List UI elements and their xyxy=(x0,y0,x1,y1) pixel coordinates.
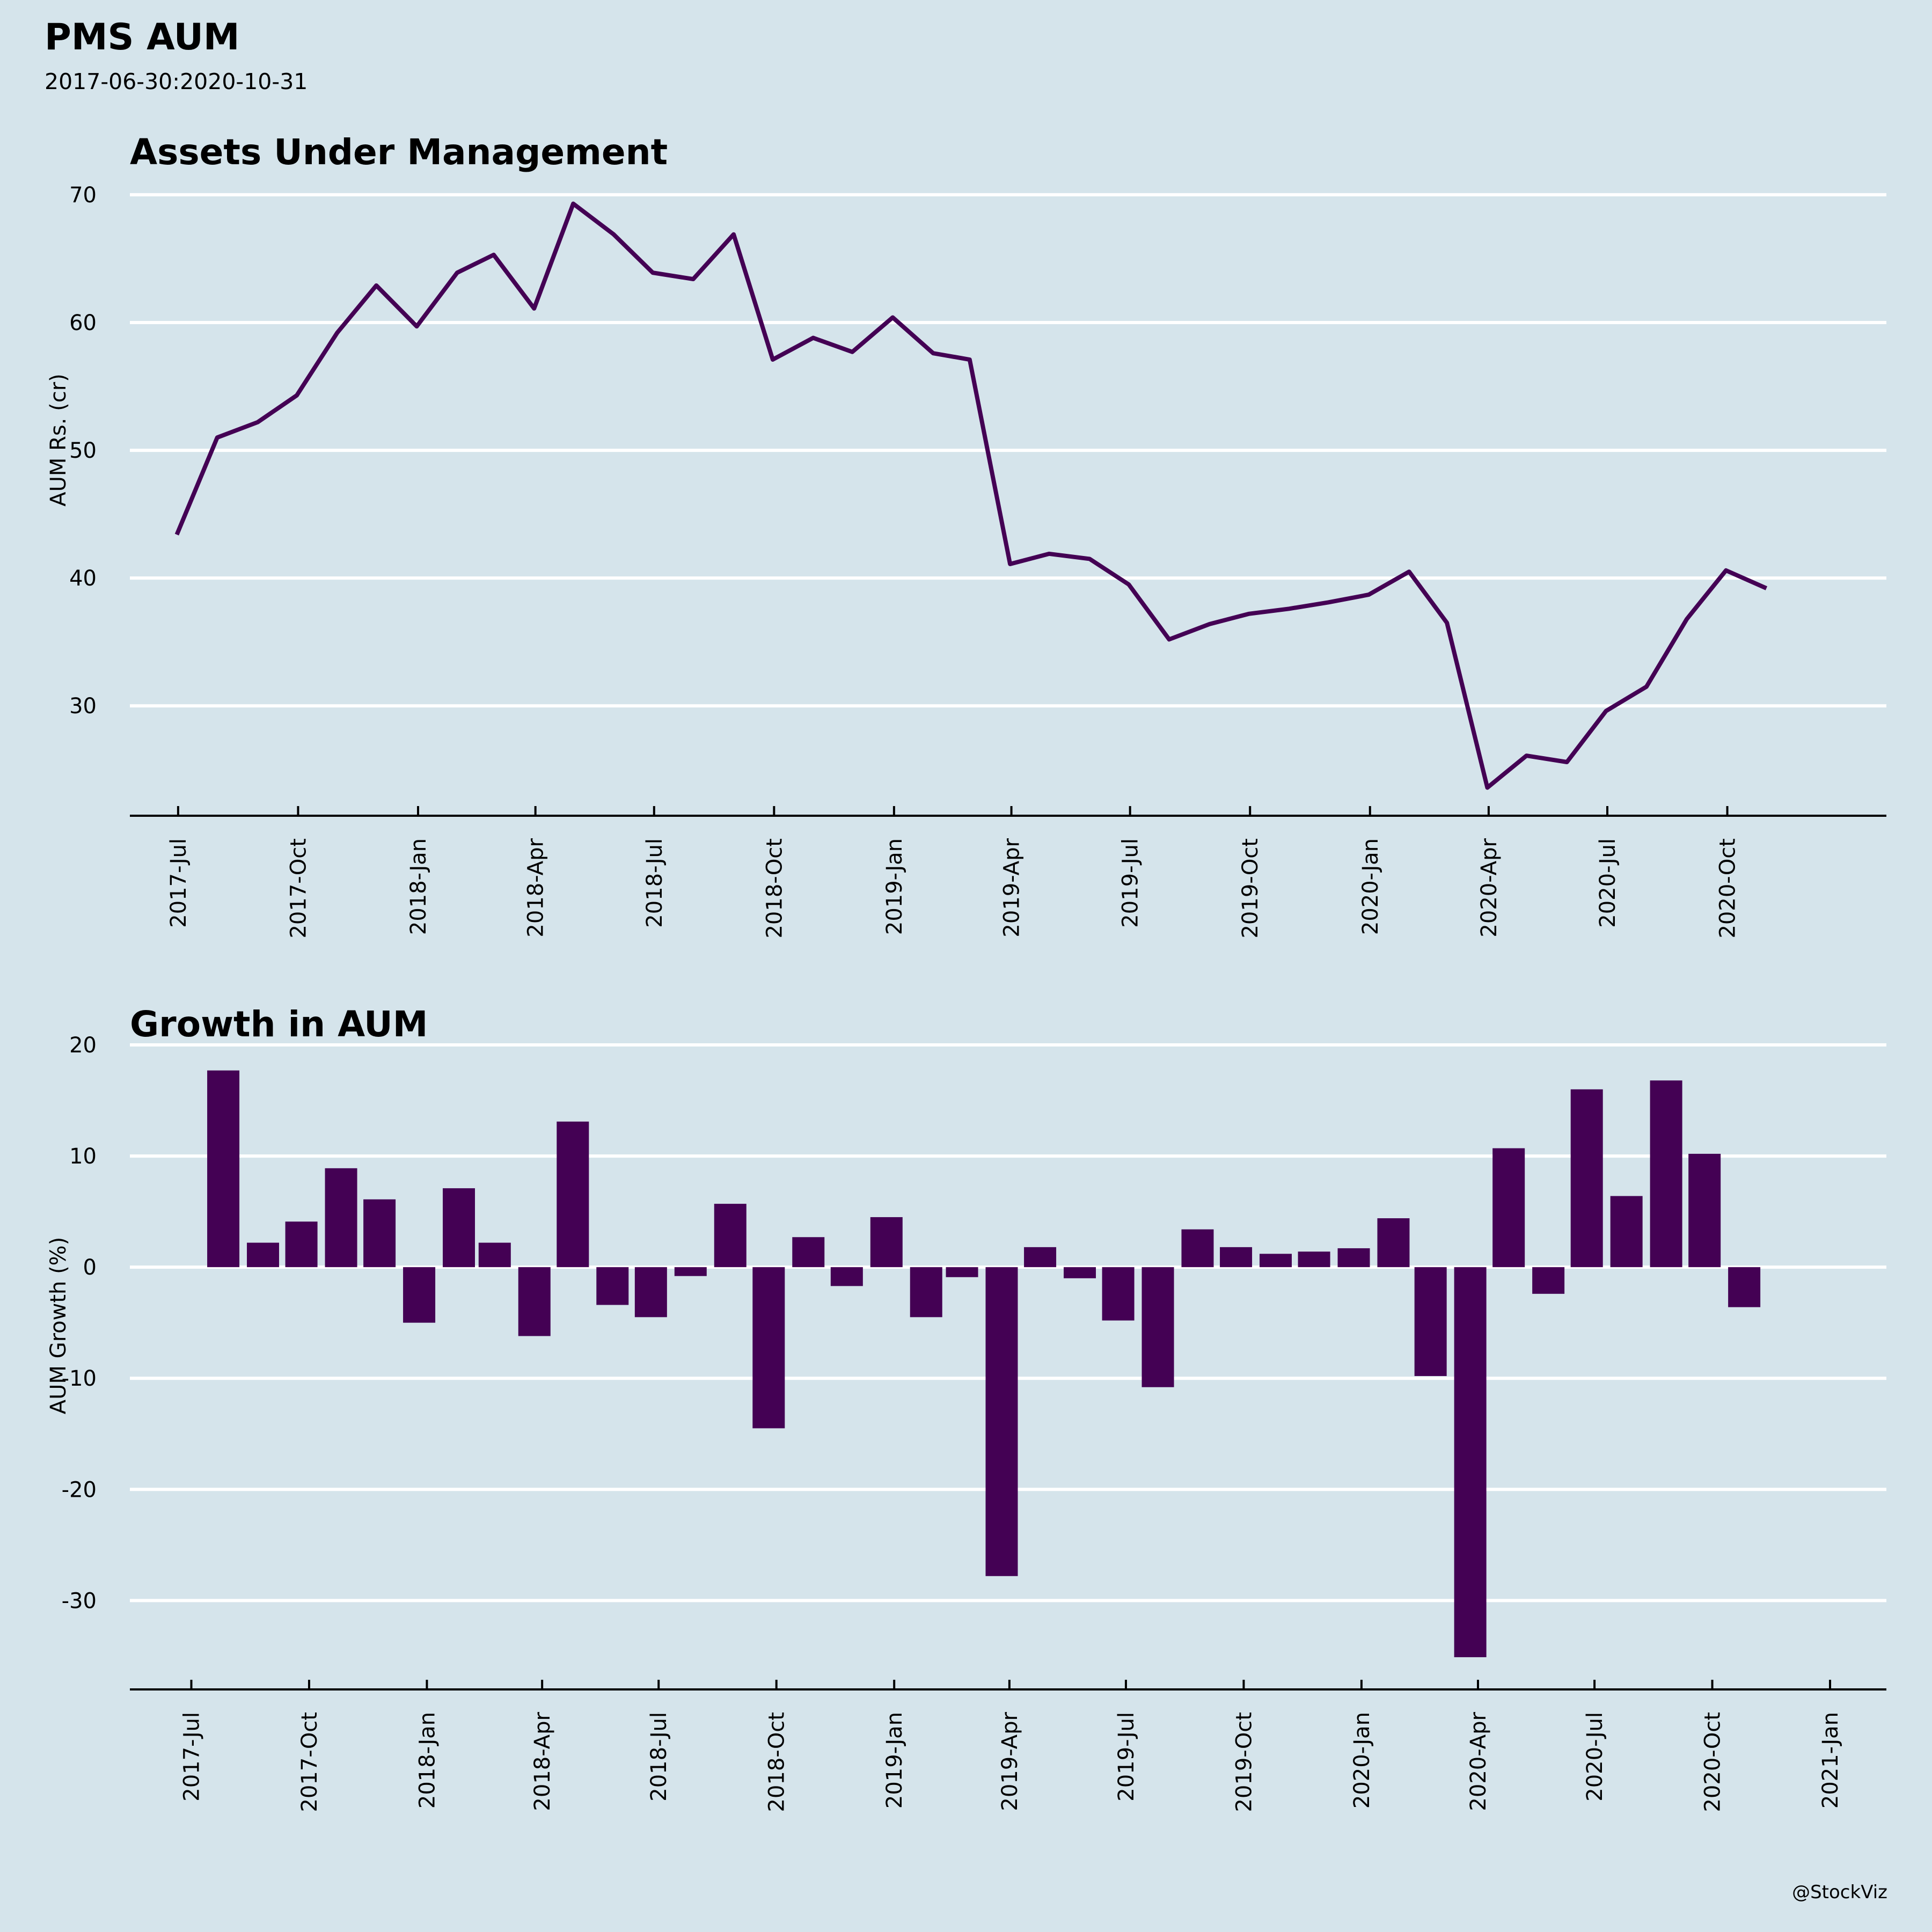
growth-bar xyxy=(557,1121,589,1268)
x-tick-label: 2017-Jul xyxy=(166,838,191,928)
growth-bar xyxy=(363,1199,396,1268)
growth-bar xyxy=(1610,1196,1643,1268)
x-tick-label: 2017-Jul xyxy=(180,1712,204,1802)
growth-bar xyxy=(1102,1267,1135,1321)
x-tick-label: 2019-Jul xyxy=(1118,838,1143,928)
growth-bar xyxy=(674,1267,707,1276)
growth-bar xyxy=(1728,1267,1761,1307)
x-tick-label: 2017-Oct xyxy=(286,838,311,939)
x-tick-label: 2019-Jan xyxy=(882,1712,907,1809)
growth-chart-title: Growth in AUM xyxy=(130,1004,428,1045)
growth-bar xyxy=(1260,1254,1292,1268)
growth-bar xyxy=(1688,1153,1721,1268)
growth-bar xyxy=(714,1204,747,1268)
growth-x-ticks: 2017-Jul 2017-Oct 2018-Jan 2018-Apr 2018-Jul… xyxy=(180,1680,1843,1812)
growth-bar xyxy=(1532,1267,1565,1294)
growth-bar xyxy=(207,1070,240,1268)
y-tick-label: 10 xyxy=(69,1144,97,1169)
x-tick-label: 2019-Apr xyxy=(1000,838,1024,937)
x-tick-label: 2017-Oct xyxy=(297,1712,322,1812)
growth-bar xyxy=(1298,1252,1330,1268)
credit-watermark: @StockViz xyxy=(1792,1882,1887,1903)
x-tick-label: 2018-Jul xyxy=(642,838,667,928)
y-tick-label: 70 xyxy=(69,183,97,208)
y-tick-label: -20 xyxy=(62,1477,97,1502)
x-tick-label: 2019-Oct xyxy=(1232,1712,1256,1812)
x-tick-label: 2019-Apr xyxy=(998,1711,1022,1811)
main-title: PMS AUM xyxy=(45,16,240,58)
growth-bar xyxy=(1220,1247,1253,1268)
growth-bar xyxy=(946,1267,978,1277)
growth-bar xyxy=(478,1242,511,1268)
aum-y-axis-label: AUM Rs. (cr) xyxy=(46,374,71,507)
growth-bar xyxy=(1377,1218,1410,1268)
growth-bar xyxy=(910,1267,942,1318)
growth-bar xyxy=(1454,1267,1487,1657)
x-tick-label: 2020-Jan xyxy=(1358,838,1383,935)
y-tick-label: 20 xyxy=(69,1033,97,1058)
aum-gridlines xyxy=(130,193,1886,708)
growth-bar xyxy=(1570,1089,1603,1268)
x-tick-label: 2018-Oct xyxy=(762,838,787,939)
x-tick-label: 2018-Oct xyxy=(765,1712,789,1812)
aum-y-tick-labels: 30 40 50 60 70 xyxy=(69,183,97,719)
growth-bar xyxy=(985,1267,1018,1576)
x-tick-label: 2020-Jan xyxy=(1350,1712,1374,1809)
x-tick-label: 2020-Jul xyxy=(1596,838,1620,928)
y-tick-label: 50 xyxy=(69,438,97,463)
aum-line-chart: Assets Under Management 30 40 50 60 70 AUM R… xyxy=(46,131,1886,939)
x-tick-label: 2018-Jul xyxy=(647,1712,671,1802)
growth-bar xyxy=(1181,1229,1214,1268)
growth-bar xyxy=(1492,1148,1525,1268)
growth-bar xyxy=(403,1267,436,1323)
growth-bar xyxy=(443,1188,475,1268)
growth-y-tick-labels: -30 -20 -10 0 10 20 xyxy=(62,1033,97,1613)
aum-series-line xyxy=(174,201,1768,790)
x-tick-label: 2020-Apr xyxy=(1477,838,1502,937)
growth-bars xyxy=(207,1070,1761,1657)
y-tick-label: 30 xyxy=(69,694,97,719)
x-tick-label: 2020-Oct xyxy=(1716,838,1740,939)
growth-bar xyxy=(596,1267,629,1305)
y-tick-label: -10 xyxy=(62,1366,97,1391)
growth-bar xyxy=(1337,1248,1370,1268)
x-tick-label: 2020-Apr xyxy=(1466,1711,1491,1811)
growth-bar xyxy=(830,1267,863,1286)
growth-bar xyxy=(1064,1267,1096,1278)
growth-bar xyxy=(1024,1247,1057,1268)
date-range-subtitle: 2017-06-30:2020-10-31 xyxy=(45,69,308,94)
x-tick-label: 2020-Oct xyxy=(1701,1712,1725,1812)
y-tick-label: 40 xyxy=(69,566,97,591)
x-tick-label: 2019-Oct xyxy=(1238,838,1263,939)
y-tick-label: 60 xyxy=(69,311,97,335)
growth-bar xyxy=(634,1267,667,1318)
x-tick-label: 2021-Jan xyxy=(1818,1712,1843,1809)
x-tick-label: 2018-Jan xyxy=(406,838,431,935)
aum-chart-title: Assets Under Management xyxy=(130,131,668,173)
growth-bar xyxy=(285,1221,318,1268)
growth-bar xyxy=(1650,1080,1682,1268)
y-tick-label: 0 xyxy=(83,1255,97,1280)
growth-bar xyxy=(752,1267,785,1429)
x-tick-label: 2020-Jul xyxy=(1583,1712,1607,1802)
growth-bar xyxy=(1414,1267,1447,1377)
x-tick-label: 2019-Jul xyxy=(1114,1712,1139,1802)
growth-bar xyxy=(518,1267,551,1336)
growth-bar xyxy=(1141,1267,1174,1387)
aum-x-ticks: 2017-Jul 2017-Oct 2018-Jan 2018-Apr 2018-Jul… xyxy=(166,806,1740,939)
growth-bar-chart: Growth in AUM -30 -20 -10 0 10 20 AUM Growth … xyxy=(46,1004,1886,1812)
growth-bar xyxy=(247,1242,280,1268)
growth-bar xyxy=(870,1217,903,1268)
growth-bar xyxy=(792,1237,825,1268)
growth-bar xyxy=(325,1168,357,1268)
x-tick-label: 2019-Jan xyxy=(882,838,907,935)
growth-y-axis-label: AUM Growth (%) xyxy=(46,1237,71,1415)
y-tick-label: -30 xyxy=(62,1589,97,1613)
x-tick-label: 2018-Apr xyxy=(524,838,548,937)
x-tick-label: 2018-Apr xyxy=(530,1711,555,1811)
x-tick-label: 2018-Jan xyxy=(415,1712,440,1809)
